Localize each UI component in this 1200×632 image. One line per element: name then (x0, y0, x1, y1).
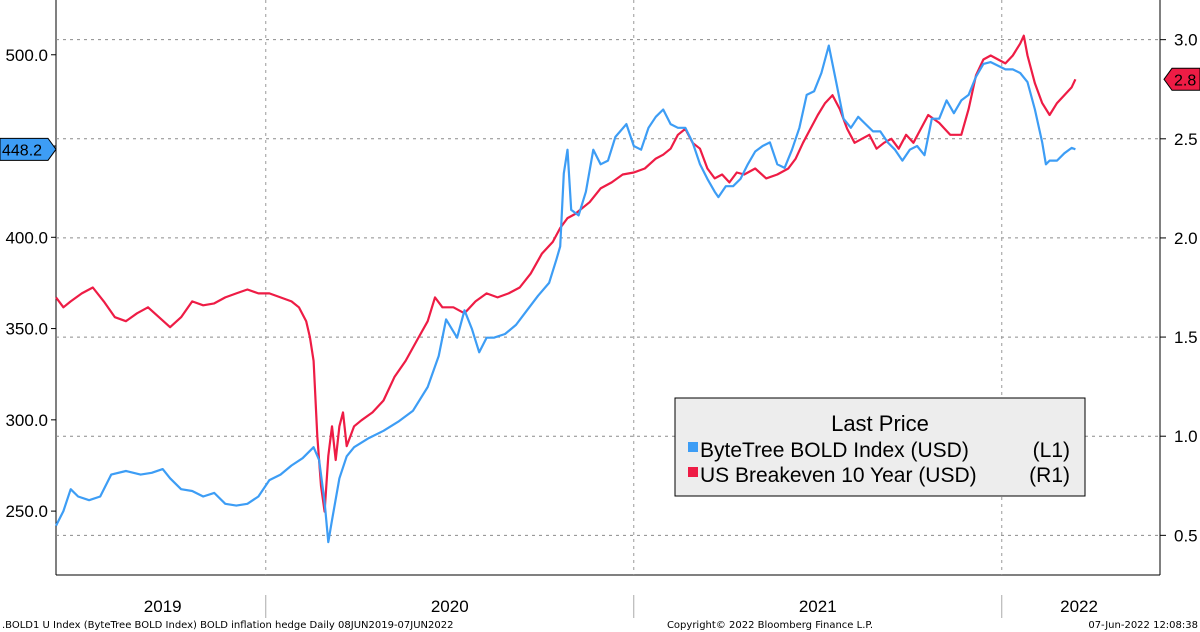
footer-timestamp: 07-Jun-2022 12:08:38 (1088, 620, 1198, 631)
left-tick-label-3: 400.0 (5, 228, 48, 247)
right-tick-label-5: 3.0 (1174, 31, 1198, 50)
year-gridlines (265, 0, 1003, 618)
legend-axis-breakeven: (R1) (1029, 464, 1070, 487)
left-tick-label-2: 350.0 (5, 320, 48, 339)
x-label-2019: 2019 (144, 597, 182, 616)
x-label-2020: 2020 (431, 597, 469, 616)
x-label-2022: 2022 (1060, 597, 1098, 616)
right-tag-text: 2.8 (1174, 72, 1196, 89)
left-tag-shape (0, 137, 57, 161)
right-tick-label-1: 1.0 (1174, 427, 1198, 446)
right-tick-label-3: 2.0 (1174, 229, 1198, 248)
right-axis-ticks: 0.5 1.0 1.5 2.0 2.5 3.0 (1160, 31, 1198, 545)
right-tag-shape (1163, 67, 1200, 91)
legend-label-bold: ByteTree BOLD Index (USD) (700, 439, 969, 462)
right-tick-label-0: 0.5 (1174, 526, 1198, 545)
series-layer (55, 34, 1077, 544)
legend-swatch-breakeven (688, 467, 698, 477)
x-axis-year-labels: 2019 2020 2021 2022 (144, 597, 1098, 616)
left-tick-label-0: 250.0 (5, 502, 48, 521)
left-last-value-tag: 448.2 (0, 137, 57, 161)
legend-box (674, 397, 1086, 497)
series-breakeven-line (55, 34, 1077, 513)
left-tick-label-1: 300.0 (5, 411, 48, 430)
legend-axis-bold: (L1) (1033, 439, 1070, 462)
right-tick-label-4: 2.5 (1174, 130, 1198, 149)
left-tick-label-5: 500.0 (5, 46, 48, 65)
footer-copyright: Copyright© 2022 Bloomberg Finance L.P. (667, 620, 873, 631)
legend-label-breakeven: US Breakeven 10 Year (USD) (700, 464, 977, 487)
series-bold-index-line (55, 44, 1076, 544)
right-tick-label-2: 1.5 (1174, 328, 1198, 347)
legend-title: Last Price (831, 411, 929, 436)
legend: Last Price ByteTree BOLD Index (USD) (L1… (674, 397, 1086, 497)
left-axis-ticks: 250.0 300.0 350.0 400.0 500.0 (5, 46, 56, 521)
right-last-value-tag: 2.8 (1163, 67, 1200, 91)
legend-swatch-bold (688, 442, 698, 452)
footer-index-info: .BOLD1 U Index (ByteTree BOLD Index) BOL… (2, 620, 453, 631)
left-tag-text: 448.2 (2, 142, 42, 159)
x-label-2021: 2021 (799, 597, 837, 616)
